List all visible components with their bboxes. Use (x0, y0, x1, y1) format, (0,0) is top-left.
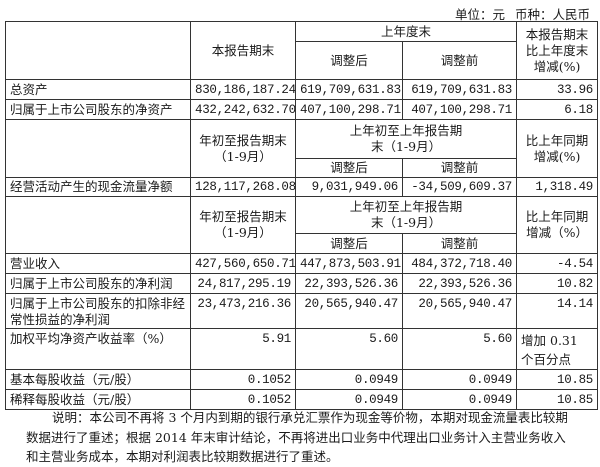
value-current: 5.91 (190, 328, 296, 370)
row-label: 经营活动产生的现金流量净额 (5, 177, 191, 197)
currency-label: 币种：人民币 (514, 7, 590, 22)
row-label: 稀释每股收益（元/股） (5, 389, 191, 410)
header-adjusted-before: 调整前 (401, 41, 518, 80)
header-ytd: 年初至报告期末（1-9月） (190, 196, 296, 254)
value-current: 24,817,295.19 (190, 273, 296, 294)
header-last-ytd: 上年初至上年报告期末（1-9月） (294, 196, 518, 234)
table-row: 归属于上市公司股东的净利润 24,817,295.19 22,393,526.3… (5, 273, 599, 294)
header-change: 本报告期末比上年度末增减(%) (516, 21, 599, 80)
header-blank (5, 119, 191, 178)
header-blank (5, 196, 191, 254)
header2-row: 年初至报告期末（1-9月） 上年初至上年报告期末（1-9月） 比上年同期增减(%… (5, 119, 599, 178)
table-row: 总资产 830,186,187.24 619,709,631.83 619,70… (5, 79, 599, 100)
value-current: 432,242,632.70 (190, 99, 296, 120)
financial-data-table: 本报告期末 上年度末 本报告期末比上年度末增减(%) 调整后 调整前 总资产 8… (5, 21, 599, 410)
header-adjusted-after: 调整后 (295, 233, 403, 254)
table-row: 归属于上市公司股东的净资产 432,242,632.70 407,100,298… (5, 99, 599, 120)
row-label: 基本每股收益（元/股） (5, 369, 191, 390)
value-change: 33.96 (516, 79, 599, 100)
header2-sub-row: 调整后 调整前 (6, 158, 598, 178)
value-current: 0.1052 (190, 369, 296, 390)
header-adjusted-before: 调整前 (401, 158, 518, 178)
value-before: 22,393,526.36 (401, 273, 518, 294)
row-label: 总资产 (5, 79, 191, 100)
value-before: 5.60 (401, 328, 518, 370)
header-blank (5, 21, 191, 80)
value-change: 10.82 (516, 273, 599, 294)
value-before: -34,509,609.37 (401, 177, 518, 197)
value-before: 0.0949 (401, 369, 518, 390)
header-last-ytd: 上年初至上年报告期末（1-9月） (294, 119, 518, 159)
unit-label: 单位：元 (454, 7, 505, 22)
row-label: 营业收入 (5, 253, 191, 274)
value-after: 407,100,298.71 (295, 99, 403, 120)
value-current: 427,560,650.71 (190, 253, 296, 274)
header-adjusted-after: 调整后 (295, 158, 403, 178)
table-row: 加权平均净资产收益率（%） 5.91 5.60 5.60 增加 0.31 个百分… (5, 328, 599, 370)
table-row: 经营活动产生的现金流量净额 128,117,268.08 9,031,949.0… (5, 177, 599, 197)
value-current: 0.1052 (190, 389, 296, 410)
value-change: 10.85 (516, 389, 599, 410)
value-current: 830,186,187.24 (190, 79, 296, 100)
explanatory-note: 说明：本公司不再将 3 个月内到期的银行承兑汇票作为现金等价物，本期对现金流量表… (26, 410, 568, 464)
header-change: 比上年同期增减(%) (516, 119, 599, 178)
value-after: 619,709,631.83 (295, 79, 403, 100)
value-after: 0.0949 (295, 369, 403, 390)
value-after: 9,031,949.06 (295, 177, 403, 197)
value-change: -4.54 (516, 253, 599, 274)
header-adjusted-after: 调整后 (295, 41, 403, 80)
header-ytd: 年初至报告期末（1-9月） (190, 119, 296, 178)
value-change: 增加 0.31 个百分点 (516, 328, 599, 370)
table-row: 归属于上市公司股东的扣除非经常性损益的净利润 23,473,216.36 20,… (5, 293, 599, 329)
row-label: 归属于上市公司股东的扣除非经常性损益的净利润 (5, 293, 191, 329)
header-current-end: 本报告期末 (190, 21, 296, 80)
value-before: 619,709,631.83 (401, 79, 518, 100)
row-label: 归属于上市公司股东的净资产 (5, 99, 191, 120)
value-change: 10.85 (516, 369, 599, 390)
table-row: 基本每股收益（元/股） 0.1052 0.0949 0.0949 10.85 (5, 369, 599, 390)
value-after: 0.0949 (295, 389, 403, 410)
row-label: 加权平均净资产收益率（%） (5, 328, 191, 370)
value-change: 14.14 (516, 293, 599, 329)
value-before: 20,565,940.47 (401, 293, 518, 329)
value-current: 23,473,216.36 (190, 293, 296, 329)
table-row: 稀释每股收益（元/股） 0.1052 0.0949 0.0949 10.85 (5, 389, 599, 410)
value-before: 484,372,718.40 (401, 253, 518, 274)
header-last-year-end: 上年度末 (294, 21, 518, 42)
table-row: 营业收入 427,560,650.71 447,873,503.91 484,3… (5, 253, 599, 274)
value-after: 20,565,940.47 (295, 293, 403, 329)
unit-currency-line: 单位：元 币种：人民币 (445, 4, 590, 23)
header-change: 比上年同期增减（%） (516, 196, 599, 254)
row-label: 归属于上市公司股东的净利润 (5, 273, 191, 294)
value-after: 447,873,503.91 (295, 253, 403, 274)
value-after: 22,393,526.36 (295, 273, 403, 294)
header-adjusted-before: 调整前 (401, 233, 518, 254)
value-before: 0.0949 (401, 389, 518, 410)
value-change: 6.18 (516, 99, 599, 120)
value-after: 5.60 (295, 328, 403, 370)
value-change: 1,318.49 (516, 177, 599, 197)
value-before: 407,100,298.71 (401, 99, 518, 120)
value-current: 128,117,268.08 (190, 177, 296, 197)
header1-row: 本报告期末 上年度末 本报告期末比上年度末增减(%) (5, 21, 599, 80)
header3-row: 年初至报告期末（1-9月） 上年初至上年报告期末（1-9月） 比上年同期增减（%… (5, 196, 599, 254)
